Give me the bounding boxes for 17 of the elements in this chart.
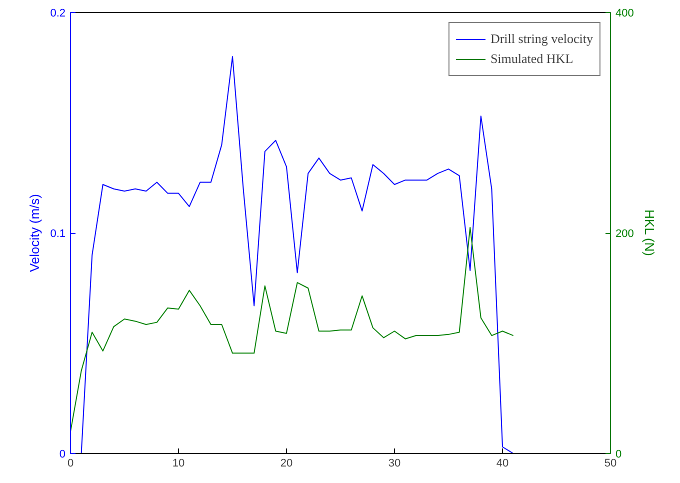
x-tick-label: 50 <box>604 458 617 470</box>
y2-tick-label: 0 <box>616 448 622 460</box>
x-tick-label: 10 <box>172 458 185 470</box>
line-series <box>70 226 514 432</box>
y2-tick-label: 400 <box>616 8 634 20</box>
x-tick-label: 30 <box>388 458 401 470</box>
legend-label: Simulated HKL <box>490 51 574 67</box>
y-axis-title: Velocity (m/s) <box>27 194 42 272</box>
y-tick-label: 0.2 <box>50 8 66 20</box>
y-tick-label: 0 <box>59 448 66 460</box>
y-tick-label: 0.1 <box>50 228 66 240</box>
y2-axis-title: HKL (N) <box>642 210 657 256</box>
x-tick-label: 0 <box>67 458 74 470</box>
y2-tick-label: 200 <box>616 228 634 240</box>
x-tick-label: 40 <box>496 458 509 470</box>
legend-label: Drill string velocity <box>490 31 593 47</box>
x-tick-label: 20 <box>280 458 293 470</box>
